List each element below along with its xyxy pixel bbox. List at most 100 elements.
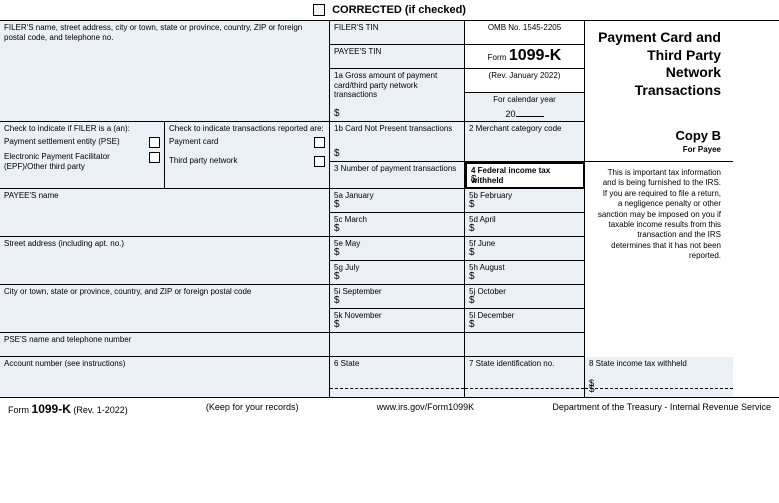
m-feb-l: 5b February (469, 191, 580, 201)
box-2-label: 2 Merchant category code (469, 124, 580, 134)
payee-name-label: PAYEE'S name (4, 191, 325, 201)
filer-label: FILER'S name, street address, city or to… (4, 23, 325, 42)
m-jul: 5g July$ (330, 261, 465, 285)
paycard-label: Payment card (169, 137, 218, 148)
filer-check-label: Check to indicate if FILER is a (an): (4, 124, 160, 134)
box-3-label: 3 Number of payment transactions (334, 164, 460, 174)
box-1b-label: 1b Card Not Present transactions (334, 124, 460, 134)
form-1099k: CORRECTED (if checked) FILER'S name, str… (0, 0, 779, 424)
form-word: Form (488, 53, 507, 62)
corrected-checkbox[interactable] (313, 4, 325, 16)
corrected-row: CORRECTED (if checked) (0, 0, 779, 20)
box-4-label: 4 Federal income tax withheld (471, 166, 579, 185)
box-1a-label: 1a Gross amount of payment card/third pa… (334, 71, 460, 100)
m-sep-l: 5i September (334, 287, 460, 297)
m-dec-l: 5l December (469, 311, 580, 321)
footer-dept: Department of the Treasury - Internal Re… (552, 402, 771, 416)
city-label: City or town, state or province, country… (4, 287, 325, 297)
for-payee: For Payee (597, 145, 721, 155)
thirdparty-label: Third party network (169, 156, 237, 167)
trans-check-label: Check to indicate transactions reported … (169, 124, 325, 134)
copy-b: Copy B (597, 128, 721, 145)
omb-cell: OMB No. 1545-2205 (465, 21, 585, 45)
title-l4: Transactions (635, 82, 721, 98)
paycard-checkbox[interactable] (314, 137, 325, 148)
m-mar: 5c March$ (330, 213, 465, 237)
trans-check-cell: Check to indicate transactions reported … (165, 122, 330, 189)
title-l3: Network (666, 64, 721, 80)
form-number: 1099-K (509, 47, 561, 64)
cal-year: 20 (505, 109, 515, 119)
m-nov: 5k November$ (330, 309, 465, 333)
cal-label: For calendar year (469, 95, 580, 105)
footer-rev: (Rev. 1-2022) (73, 405, 127, 415)
rev-text: (Rev. January 2022) (469, 71, 580, 81)
street: Street address (including apt. no.) (0, 237, 330, 285)
gap1 (330, 333, 465, 357)
box-1a: 1a Gross amount of payment card/third pa… (330, 69, 465, 122)
m-sep: 5i September$ (330, 285, 465, 309)
m-aug-l: 5h August (469, 263, 580, 273)
gap2 (465, 333, 585, 357)
box-7-label: 7 State identification no. (469, 359, 580, 369)
copyb-cell: Copy B For Payee (585, 122, 733, 162)
footer-num: 1099-K (32, 402, 71, 416)
form-no-cell: Form 1099-K (465, 45, 585, 69)
m-oct: 5j October$ (465, 285, 585, 309)
box-2: 2 Merchant category code (465, 122, 585, 162)
box-8: 8 State income tax withheld $ $ (585, 357, 733, 397)
title-l2: Third Party (647, 47, 721, 63)
m-jun: 5f June$ (465, 237, 585, 261)
m-jan-l: 5a January (334, 191, 460, 201)
m-oct-l: 5j October (469, 287, 580, 297)
m-jun-l: 5f June (469, 239, 580, 249)
footer: Form 1099-K (Rev. 1-2022) (Keep for your… (0, 398, 779, 424)
rev-cell: (Rev. January 2022) (465, 69, 585, 93)
thirdparty-checkbox[interactable] (314, 156, 325, 167)
m-may-l: 5e May (334, 239, 460, 249)
m-apr: 5d April$ (465, 213, 585, 237)
m-aug: 5h August$ (465, 261, 585, 285)
city: City or town, state or province, country… (0, 285, 330, 333)
notice-text: This is important tax information and is… (589, 164, 729, 266)
epf-checkbox[interactable] (149, 152, 160, 163)
payee-tin: PAYEE'S TIN (330, 45, 465, 69)
pse-checkbox[interactable] (149, 137, 160, 148)
m-jul-l: 5g July (334, 263, 460, 273)
m-feb: 5b February$ (465, 189, 585, 213)
account: Account number (see instructions) (0, 357, 330, 397)
dollar-1a: $ (334, 108, 340, 119)
box-6-label: 6 State (334, 359, 460, 369)
box-1b: 1b Card Not Present transactions $ (330, 122, 465, 162)
pse-label: Payment settlement entity (PSE) (4, 137, 120, 148)
m-apr-l: 5d April (469, 215, 580, 225)
title-cell: Payment Card and Third Party Network Tra… (585, 21, 733, 122)
account-label: Account number (see instructions) (4, 359, 325, 369)
footer-form: Form (8, 405, 29, 415)
pse-name-label: PSE'S name and telephone number (4, 335, 325, 345)
notice-cell: This is important tax information and is… (585, 162, 733, 357)
cal-year-cell: For calendar year 20 (465, 93, 585, 122)
form-grid: FILER'S name, street address, city or to… (0, 20, 779, 398)
omb-no: OMB No. 1545-2205 (469, 23, 580, 33)
epf-label: Electronic Payment Facilitator (EPF)/Oth… (4, 152, 134, 171)
filer-tin: FILER'S TIN (330, 21, 465, 45)
m-may: 5e May$ (330, 237, 465, 261)
m-dec: 5l December$ (465, 309, 585, 333)
filer-check-cell: Check to indicate if FILER is a (an): Pa… (0, 122, 165, 189)
payee-name: PAYEE'S name (0, 189, 330, 237)
corrected-label: CORRECTED (if checked) (332, 4, 466, 16)
box-7: 7 State identification no. (465, 357, 585, 397)
footer-keep: (Keep for your records) (206, 402, 299, 416)
box-4: 4 Federal income tax withheld $ (465, 162, 585, 189)
m-nov-l: 5k November (334, 311, 460, 321)
pse-name: PSE'S name and telephone number (0, 333, 330, 357)
title-l1: Payment Card and (598, 29, 721, 45)
year-input[interactable] (516, 107, 544, 117)
box-6: 6 State (330, 357, 465, 397)
filer-tin-label: FILER'S TIN (334, 23, 460, 33)
filer-info: FILER'S name, street address, city or to… (0, 21, 330, 122)
m-jan: 5a January$ (330, 189, 465, 213)
payee-tin-label: PAYEE'S TIN (334, 47, 460, 57)
box-3: 3 Number of payment transactions (330, 162, 465, 189)
